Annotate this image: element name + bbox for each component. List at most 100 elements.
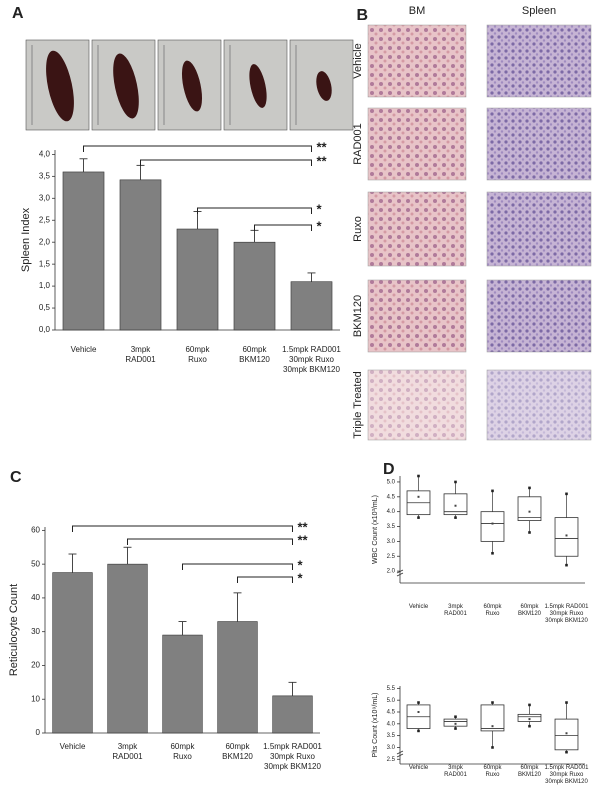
significance-label: ** — [317, 153, 328, 168]
significance-label: ** — [298, 532, 309, 547]
row-label: BKM120 — [352, 295, 364, 337]
histology-image — [486, 24, 592, 98]
whisker-end — [528, 531, 531, 534]
y-axis-label: WBC Count (x10³/mL) — [372, 495, 379, 564]
y-axis-label: Plts Count (x10⁹/mL) — [372, 693, 379, 758]
row-label: Ruxo — [352, 216, 364, 242]
mean — [528, 510, 531, 513]
box — [443, 493, 468, 516]
significance-label: ** — [317, 139, 328, 154]
panel-label: C — [10, 469, 22, 486]
y-tick-label: 30 — [31, 627, 40, 636]
bar — [290, 281, 333, 331]
whisker-end — [417, 516, 420, 519]
mean — [491, 725, 494, 728]
significance-bracket — [197, 207, 312, 214]
histology-image — [367, 24, 467, 98]
y-tick-label: 2,0 — [39, 237, 51, 246]
bar — [107, 563, 148, 734]
mean — [565, 732, 568, 735]
y-tick-label: 0,0 — [39, 325, 51, 334]
y-axis-label: Spleen Index — [20, 207, 32, 272]
significance-bracket — [254, 224, 312, 231]
spleen-photo — [181, 60, 203, 112]
y-tick-label: 20 — [31, 661, 40, 670]
whisker-end — [454, 480, 457, 484]
x-tick-label: 1.5mpk RAD001 30mpk Ruxo 30mpk BKM120 — [544, 604, 589, 624]
whisker-end — [528, 486, 531, 490]
histology-image — [367, 107, 467, 181]
x-tick-label: 60mpk BKM120 — [239, 345, 270, 364]
panel-label: B — [356, 7, 368, 24]
y-tick-label: 4.0 — [387, 721, 396, 727]
whisker-end — [417, 474, 420, 478]
y-tick-label: 50 — [31, 559, 40, 568]
y-tick-label: 10 — [31, 694, 40, 703]
panel-label: D — [383, 461, 395, 478]
significance-bracket — [140, 159, 312, 166]
significance-bracket — [127, 538, 293, 545]
bar — [217, 621, 258, 734]
box — [554, 517, 579, 557]
x-tick-label: 60mpk BKM120 — [222, 742, 253, 761]
bar — [119, 179, 162, 331]
x-tick-label: Vehicle — [408, 604, 429, 610]
whisker-end — [565, 492, 568, 496]
mean — [454, 722, 457, 725]
histology-image — [486, 279, 592, 353]
column-label: Spleen — [522, 5, 556, 17]
significance-label: * — [298, 557, 304, 572]
significance-bracket — [83, 145, 312, 152]
y-tick-label: 2.5 — [387, 554, 396, 560]
box — [517, 496, 542, 521]
box — [443, 718, 468, 727]
row-label: Vehicle — [352, 43, 364, 78]
significance-label: * — [317, 201, 323, 216]
y-tick-label: 3.0 — [387, 745, 396, 751]
x-tick-label: 1.5mpk RAD001 30mpk Ruxo 30mpk BKM120 — [544, 765, 589, 785]
significance-bracket — [237, 576, 293, 583]
spleen-photo — [316, 71, 332, 101]
y-tick-label: 5.0 — [387, 480, 396, 486]
bar — [62, 171, 105, 331]
x-tick-label: 3mpk RAD001 — [112, 742, 143, 761]
box — [480, 704, 505, 732]
y-tick-label: 2,5 — [39, 215, 51, 224]
bar — [233, 241, 276, 331]
x-tick-label: 1.5mpk RAD001 30mpk Ruxo 30mpk BKM120 — [263, 742, 322, 771]
y-tick-label: 4.5 — [387, 710, 396, 716]
column-label: BM — [409, 5, 426, 17]
row-label: Triple Treated — [352, 371, 364, 438]
mean — [491, 522, 494, 525]
significance-label: ** — [298, 519, 309, 534]
x-tick-label: 60mpk Ruxo — [483, 604, 502, 617]
histology-image — [367, 369, 467, 441]
spleen-photo — [113, 53, 139, 119]
mean — [565, 534, 568, 537]
x-tick-label: Vehicle — [408, 765, 429, 771]
whisker-end — [565, 563, 568, 567]
y-tick-label: 2.5 — [387, 757, 396, 763]
whisker-end — [491, 551, 494, 555]
x-tick-label: 3mpk RAD001 — [444, 604, 467, 617]
axis-break — [396, 750, 404, 758]
y-tick-label: 40 — [31, 593, 40, 602]
whisker-end — [454, 516, 457, 519]
significance-bracket — [182, 563, 293, 570]
significance-bracket — [72, 525, 293, 532]
whisker-end — [417, 729, 420, 733]
x-tick-label: Vehicle — [59, 742, 86, 751]
spleen-photo — [249, 64, 267, 108]
histology-image — [486, 107, 592, 181]
mean — [528, 718, 531, 721]
whisker-end — [454, 727, 457, 730]
whisker-end — [417, 701, 420, 704]
box — [517, 713, 542, 722]
whisker-end — [454, 715, 457, 719]
x-tick-label: 3mpk RAD001 — [125, 345, 156, 364]
x-tick-label: 60mpk BKM120 — [517, 604, 541, 617]
significance-label: * — [298, 570, 304, 585]
whisker-end — [491, 489, 494, 493]
